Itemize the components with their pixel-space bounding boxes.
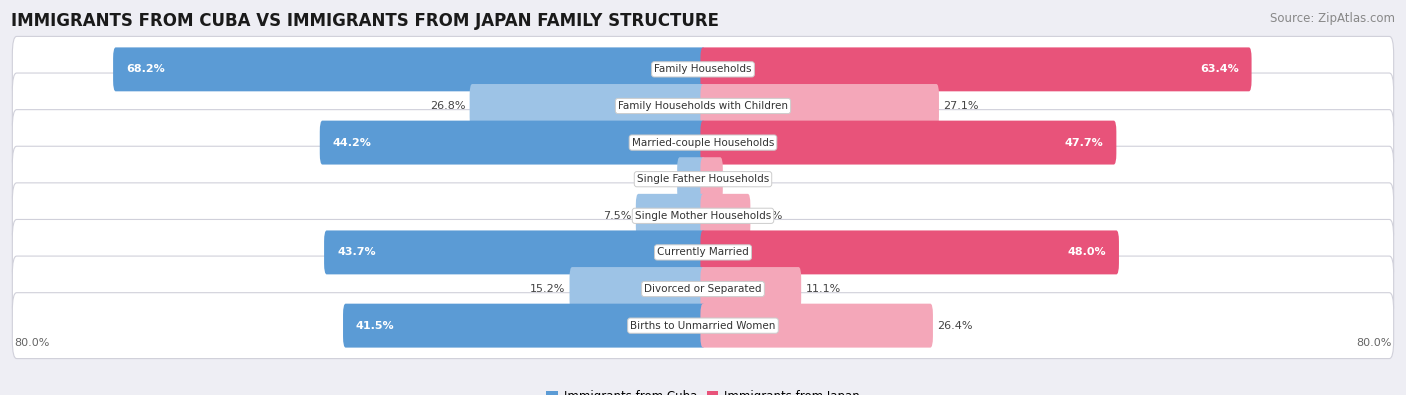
FancyBboxPatch shape	[700, 120, 1116, 165]
Text: 2.0%: 2.0%	[727, 174, 755, 184]
Text: 26.4%: 26.4%	[938, 321, 973, 331]
Text: 68.2%: 68.2%	[127, 64, 165, 74]
Text: 2.7%: 2.7%	[644, 174, 673, 184]
Text: Currently Married: Currently Married	[657, 247, 749, 258]
Text: IMMIGRANTS FROM CUBA VS IMMIGRANTS FROM JAPAN FAMILY STRUCTURE: IMMIGRANTS FROM CUBA VS IMMIGRANTS FROM …	[11, 12, 720, 30]
FancyBboxPatch shape	[700, 47, 1251, 91]
FancyBboxPatch shape	[700, 157, 723, 201]
FancyBboxPatch shape	[13, 73, 1393, 139]
FancyBboxPatch shape	[13, 220, 1393, 285]
FancyBboxPatch shape	[13, 146, 1393, 212]
Text: 80.0%: 80.0%	[14, 338, 49, 348]
Text: 47.7%: 47.7%	[1064, 137, 1104, 148]
FancyBboxPatch shape	[678, 157, 706, 201]
Text: 63.4%: 63.4%	[1199, 64, 1239, 74]
Text: Family Households: Family Households	[654, 64, 752, 74]
Text: Source: ZipAtlas.com: Source: ZipAtlas.com	[1270, 12, 1395, 25]
FancyBboxPatch shape	[343, 304, 706, 348]
FancyBboxPatch shape	[319, 120, 706, 165]
FancyBboxPatch shape	[323, 230, 706, 275]
Text: Single Father Households: Single Father Households	[637, 174, 769, 184]
FancyBboxPatch shape	[700, 230, 1119, 275]
Text: 27.1%: 27.1%	[943, 101, 979, 111]
FancyBboxPatch shape	[700, 84, 939, 128]
FancyBboxPatch shape	[569, 267, 706, 311]
Text: Births to Unmarried Women: Births to Unmarried Women	[630, 321, 776, 331]
Text: Family Households with Children: Family Households with Children	[619, 101, 787, 111]
Text: 44.2%: 44.2%	[333, 137, 371, 148]
FancyBboxPatch shape	[13, 293, 1393, 359]
FancyBboxPatch shape	[470, 84, 706, 128]
Text: 5.2%: 5.2%	[755, 211, 783, 221]
FancyBboxPatch shape	[13, 110, 1393, 175]
FancyBboxPatch shape	[13, 36, 1393, 102]
Text: 26.8%: 26.8%	[430, 101, 465, 111]
FancyBboxPatch shape	[700, 267, 801, 311]
FancyBboxPatch shape	[700, 304, 934, 348]
Text: Married-couple Households: Married-couple Households	[631, 137, 775, 148]
Text: 41.5%: 41.5%	[356, 321, 395, 331]
Text: 48.0%: 48.0%	[1067, 247, 1107, 258]
Legend: Immigrants from Cuba, Immigrants from Japan: Immigrants from Cuba, Immigrants from Ja…	[541, 385, 865, 395]
Text: Single Mother Households: Single Mother Households	[636, 211, 770, 221]
FancyBboxPatch shape	[636, 194, 706, 238]
Text: 7.5%: 7.5%	[603, 211, 631, 221]
FancyBboxPatch shape	[112, 47, 706, 91]
FancyBboxPatch shape	[700, 194, 751, 238]
Text: 43.7%: 43.7%	[337, 247, 375, 258]
Text: 11.1%: 11.1%	[806, 284, 841, 294]
Text: Divorced or Separated: Divorced or Separated	[644, 284, 762, 294]
FancyBboxPatch shape	[13, 183, 1393, 249]
Text: 15.2%: 15.2%	[530, 284, 565, 294]
Text: 80.0%: 80.0%	[1357, 338, 1392, 348]
FancyBboxPatch shape	[13, 256, 1393, 322]
